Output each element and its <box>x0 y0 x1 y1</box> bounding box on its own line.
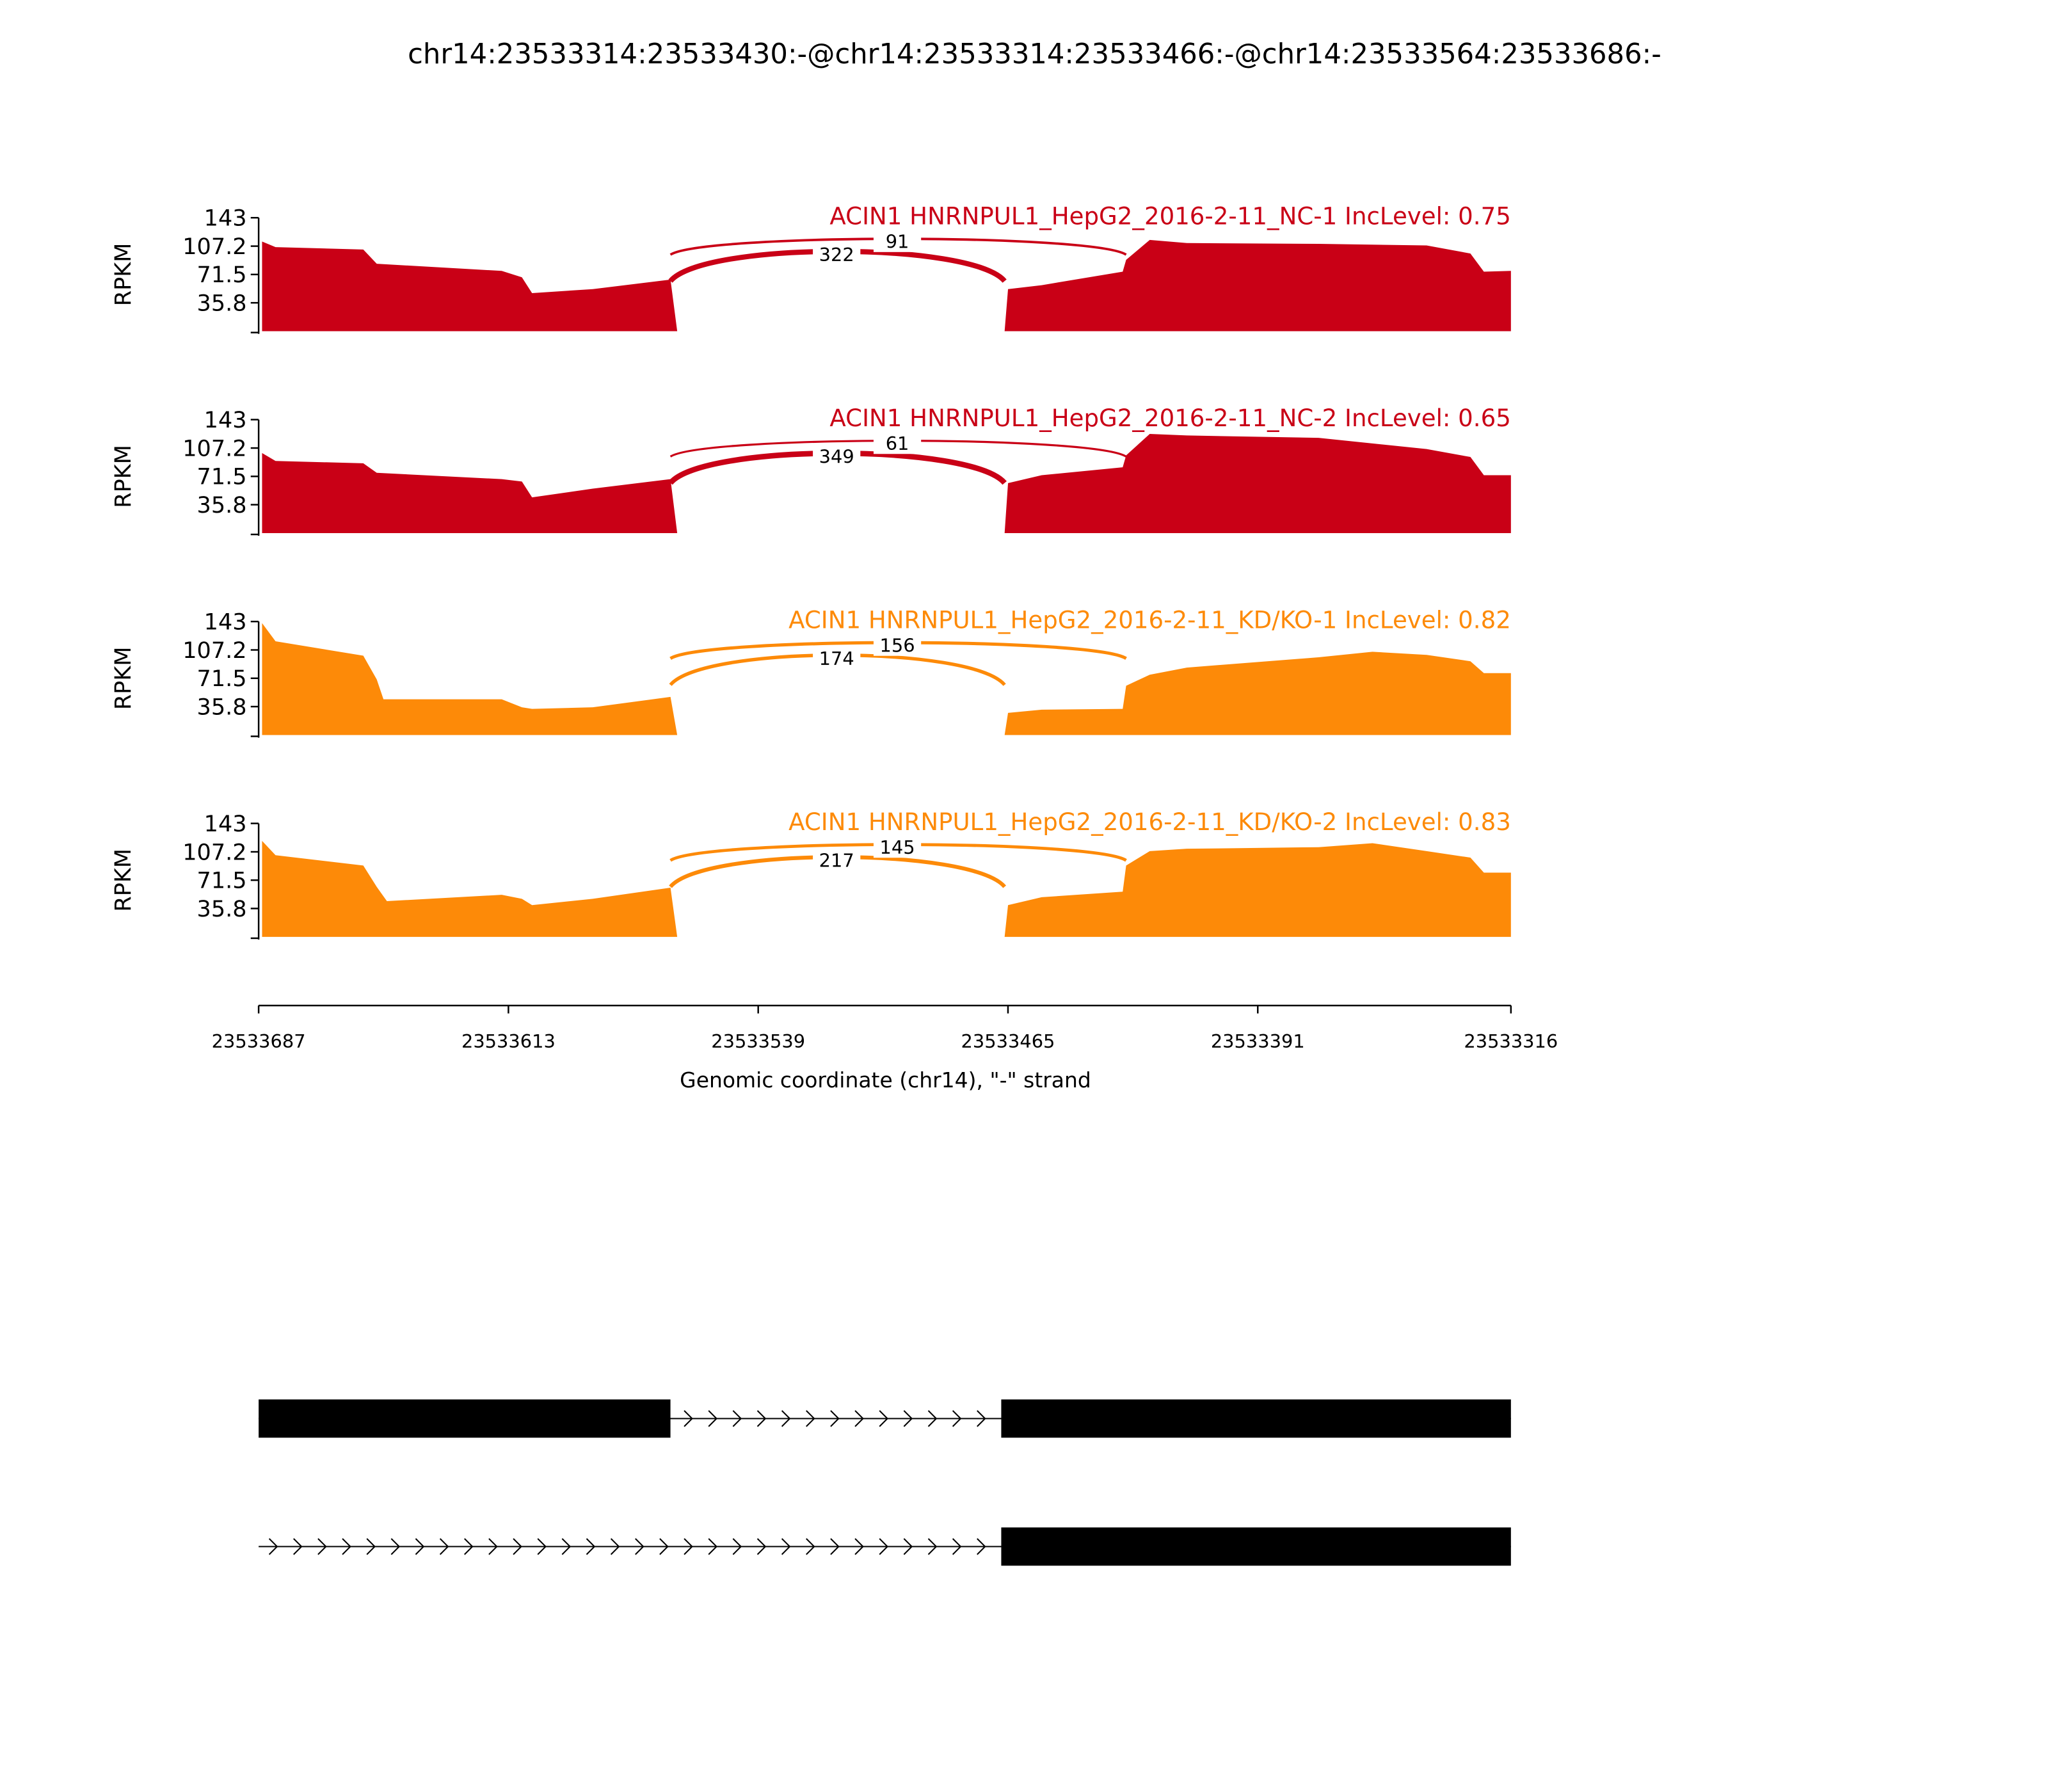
coverage-area <box>262 239 1511 332</box>
strand-chevron <box>732 1538 742 1555</box>
y-axis-label: RPKM <box>110 646 136 710</box>
x-tick-label: 23533687 <box>212 1030 306 1052</box>
strand-chevron <box>708 1538 718 1555</box>
strand-chevron <box>927 1410 938 1427</box>
junction-count: 349 <box>819 446 854 468</box>
strand-chevron <box>610 1538 620 1555</box>
x-tick-label: 23533539 <box>711 1030 805 1052</box>
strand-chevron <box>781 1538 791 1555</box>
strand-chevron <box>464 1538 474 1555</box>
strand-chevron <box>806 1538 815 1555</box>
strand-chevron <box>952 1410 962 1427</box>
y-tick-label: 107.2 <box>182 435 246 461</box>
junction-label-bg <box>873 430 922 454</box>
junction-label-bg <box>873 834 922 858</box>
strand-chevron <box>879 1538 889 1555</box>
strand-chevron <box>684 1538 693 1555</box>
strand-chevron <box>708 1410 718 1427</box>
strand-chevron <box>879 1410 889 1427</box>
y-tick-label: 35.8 <box>197 492 247 518</box>
strand-chevron <box>342 1538 351 1555</box>
y-tick-label: 107.2 <box>182 839 246 865</box>
coverage-area <box>262 840 1511 937</box>
strand-chevron <box>903 1538 913 1555</box>
strand-chevron <box>293 1538 303 1555</box>
junction-count: 145 <box>880 836 915 858</box>
strand-chevron <box>684 1410 693 1427</box>
strand-chevron <box>415 1538 425 1555</box>
junction-count: 61 <box>886 433 909 454</box>
y-tick-label: 107.2 <box>182 637 246 664</box>
y-tick-label: 71.5 <box>197 464 247 490</box>
y-tick-label: 71.5 <box>197 262 247 288</box>
junction-label-bg <box>813 645 861 669</box>
exon <box>259 1399 671 1438</box>
strand-chevron <box>390 1538 401 1555</box>
junction-count: 174 <box>819 648 854 669</box>
strand-chevron <box>561 1538 572 1555</box>
junction-count: 322 <box>819 244 854 266</box>
strand-chevron <box>806 1410 815 1427</box>
x-tick-label: 23533316 <box>1464 1030 1558 1052</box>
strand-chevron <box>513 1538 522 1555</box>
strand-chevron <box>854 1538 864 1555</box>
track-label: ACIN1 HNRNPUL1_HepG2_2016-2-11_KD/KO-1 I… <box>788 606 1511 634</box>
track-label: ACIN1 HNRNPUL1_HepG2_2016-2-11_NC-2 IncL… <box>829 404 1510 432</box>
strand-chevron <box>781 1410 791 1427</box>
y-axis-label: RPKM <box>110 445 136 508</box>
coverage-area <box>262 623 1511 735</box>
strand-chevron <box>635 1538 644 1555</box>
track-label: ACIN1 HNRNPUL1_HepG2_2016-2-11_KD/KO-2 I… <box>788 808 1511 836</box>
junction-count: 156 <box>880 635 915 657</box>
coverage-area <box>262 433 1511 533</box>
strand-chevron <box>830 1410 840 1427</box>
y-axis-label: RPKM <box>110 243 136 307</box>
y-tick-label: 71.5 <box>197 868 247 894</box>
junction-label-bg <box>813 847 861 871</box>
y-tick-label: 143 <box>204 407 247 433</box>
strand-chevron <box>732 1410 742 1427</box>
strand-chevron <box>439 1538 449 1555</box>
y-tick-label: 143 <box>204 205 247 232</box>
chart-title: chr14:23533314:23533430:-@chr14:23533314… <box>408 38 1661 70</box>
strand-chevron <box>756 1538 767 1555</box>
junction-label-bg <box>873 632 922 656</box>
track-label: ACIN1 HNRNPUL1_HepG2_2016-2-11_NC-1 IncL… <box>829 203 1510 230</box>
strand-chevron <box>756 1410 767 1427</box>
x-tick-label: 23533465 <box>961 1030 1055 1052</box>
y-tick-label: 143 <box>204 609 247 636</box>
junction-count: 91 <box>886 231 909 253</box>
strand-chevron <box>366 1538 376 1555</box>
strand-chevron <box>488 1538 498 1555</box>
strand-chevron <box>268 1538 278 1555</box>
strand-chevron <box>830 1538 840 1555</box>
strand-chevron <box>586 1538 596 1555</box>
strand-chevron <box>977 1410 986 1427</box>
x-tick-label: 23533613 <box>461 1030 556 1052</box>
y-tick-label: 107.2 <box>182 234 246 260</box>
strand-chevron <box>977 1538 986 1555</box>
strand-chevron <box>927 1538 938 1555</box>
junction-label-bg <box>873 228 922 252</box>
strand-chevron <box>537 1538 547 1555</box>
strand-chevron <box>952 1538 962 1555</box>
y-tick-label: 71.5 <box>197 666 247 692</box>
x-tick-label: 23533391 <box>1211 1030 1305 1052</box>
strand-chevron <box>659 1538 669 1555</box>
junction-label-bg <box>813 443 861 467</box>
strand-chevron <box>317 1538 327 1555</box>
y-axis-label: RPKM <box>110 849 136 912</box>
strand-chevron <box>903 1410 913 1427</box>
exon <box>1001 1399 1511 1438</box>
y-tick-label: 35.8 <box>197 291 247 317</box>
exon <box>1001 1527 1511 1566</box>
junction-count: 217 <box>819 850 854 872</box>
strand-chevron <box>854 1410 864 1427</box>
y-tick-label: 143 <box>204 811 247 837</box>
x-axis-label: Genomic coordinate (chr14), "-" strand <box>680 1068 1091 1092</box>
y-tick-label: 35.8 <box>197 896 247 922</box>
y-tick-label: 35.8 <box>197 694 247 720</box>
junction-label-bg <box>813 241 861 266</box>
